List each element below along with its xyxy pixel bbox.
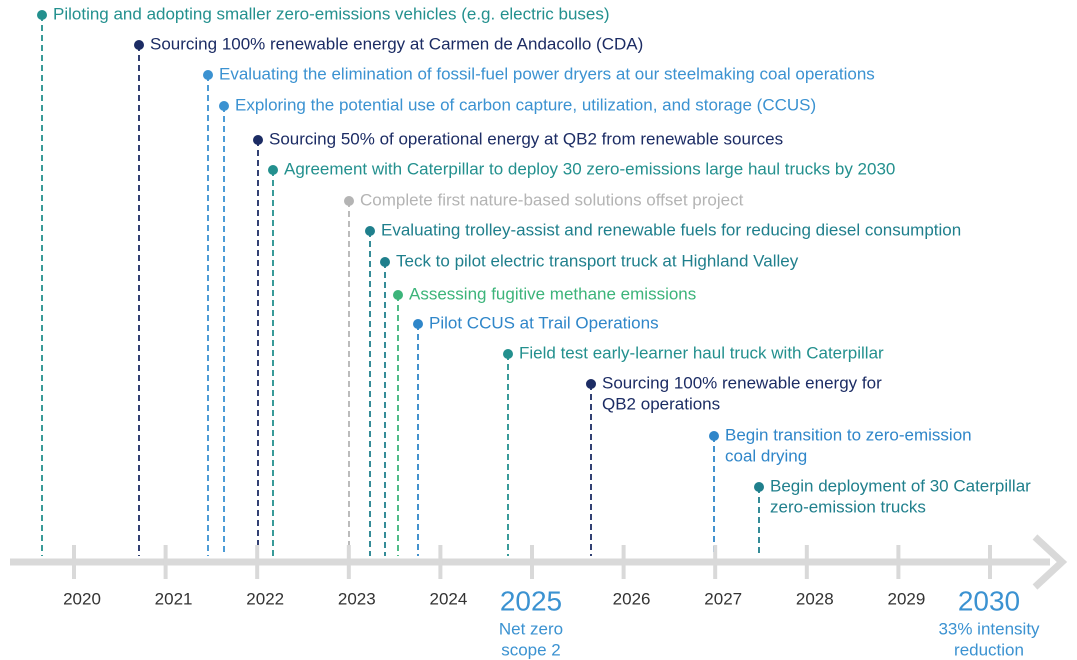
event-label: Evaluating trolley-assist and renewable … xyxy=(381,220,961,239)
pin xyxy=(754,482,764,492)
pin xyxy=(253,135,263,145)
year-label: 2029 xyxy=(887,589,925,608)
event-label: Exploring the potential use of carbon ca… xyxy=(235,95,816,114)
event-label: Teck to pilot electric transport truck a… xyxy=(396,251,799,270)
milestone-caption: 33% intensity xyxy=(938,619,1040,638)
event-label: Complete first nature-based solutions of… xyxy=(360,190,744,209)
event-label: QB2 operations xyxy=(602,394,720,413)
year-label: 2022 xyxy=(246,589,284,608)
event-label: Begin deployment of 30 Caterpillar xyxy=(770,476,1031,495)
year-label: 2021 xyxy=(155,589,193,608)
event-label: Sourcing 100% renewable energy for xyxy=(602,373,882,392)
pin xyxy=(268,165,278,175)
event-label: Sourcing 50% of operational energy at QB… xyxy=(269,129,783,148)
pin xyxy=(203,70,213,80)
event-label: coal drying xyxy=(725,446,807,465)
pin xyxy=(413,319,423,329)
pin xyxy=(134,40,144,50)
event-label: Begin transition to zero-emission xyxy=(725,425,972,444)
year-label: 2024 xyxy=(429,589,467,608)
milestone-caption: Net zero xyxy=(499,619,563,638)
axis-arrow xyxy=(1032,534,1068,590)
milestone-caption: reduction xyxy=(954,640,1024,659)
year-label: 2020 xyxy=(63,589,101,608)
pin xyxy=(503,349,513,359)
event-label: Assessing fugitive methane emissions xyxy=(409,284,696,303)
pin xyxy=(393,290,403,300)
milestone-year: 2030 xyxy=(958,585,1020,616)
event-label: Evaluating the elimination of fossil-fue… xyxy=(219,64,875,83)
pin xyxy=(219,101,229,111)
event-label: Agreement with Caterpillar to deploy 30 … xyxy=(284,159,895,178)
event-label: Piloting and adopting smaller zero-emiss… xyxy=(53,4,610,23)
event-label: zero-emission trucks xyxy=(770,497,926,516)
milestone-caption: scope 2 xyxy=(501,640,561,659)
event-label: Sourcing 100% renewable energy at Carmen… xyxy=(150,34,643,53)
year-label: 2027 xyxy=(704,589,742,608)
pin xyxy=(586,379,596,389)
pin xyxy=(365,226,375,236)
milestone-year: 2025 xyxy=(500,585,562,616)
pin xyxy=(344,196,354,206)
event-label: Field test early-learner haul truck with… xyxy=(519,343,884,362)
year-label: 2026 xyxy=(613,589,651,608)
pin xyxy=(380,257,390,267)
year-label: 2028 xyxy=(796,589,834,608)
pin xyxy=(709,431,719,441)
event-label: Pilot CCUS at Trail Operations xyxy=(429,313,659,332)
year-label: 2023 xyxy=(338,589,376,608)
pin xyxy=(37,10,47,20)
